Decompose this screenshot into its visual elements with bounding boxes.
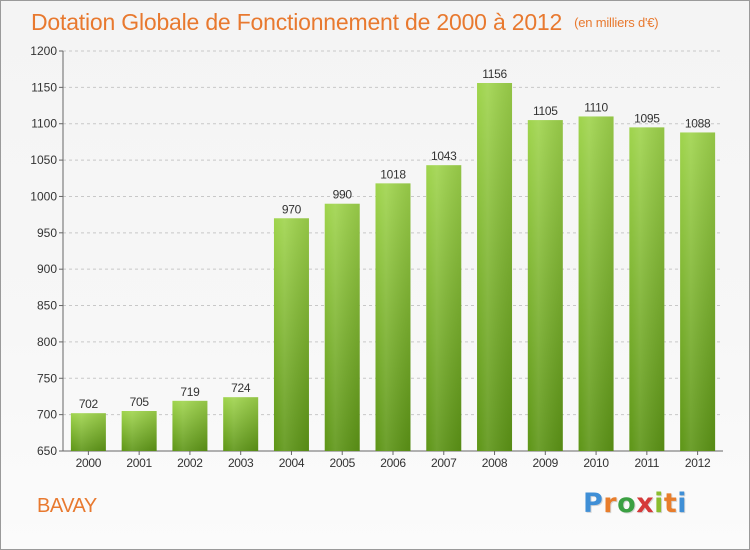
logo-letter: o [617,488,637,519]
x-tick-label: 2010 [583,456,609,470]
x-tick-label: 2011 [635,456,660,470]
logo-letter: r [603,488,618,519]
data-labels: 702 705 719 724 970 990 1018 1043 1156 1105 1110 10… [79,67,711,411]
x-tick-label: 2000 [76,456,102,470]
x-tick-label: 2007 [431,456,457,470]
x-tick-label: 2001 [126,456,152,470]
bar-shine [223,397,259,451]
bar-value-label: 1105 [533,104,558,118]
bar-shine [426,165,462,451]
bar-value-label: 1156 [482,67,507,81]
logo-letter: t [663,488,678,519]
y-tick-label: 1150 [31,80,57,94]
bar-shine [324,203,360,451]
y-tick-label: 800 [37,335,57,349]
bar-value-label: 702 [79,397,99,411]
bar-value-label: 719 [180,385,200,399]
bar-value-label: 1018 [380,167,406,181]
commune-name: BAVAY [37,495,97,517]
y-tick-label: 900 [37,262,57,276]
bar-shine [121,411,157,451]
bar-value-label: 1095 [634,111,660,125]
x-tick-label: 2003 [228,456,254,470]
proxiti-logo: Proxiti [583,488,687,519]
x-tick-label: 2009 [533,456,559,470]
y-tick-label: 700 [37,408,57,422]
bar-shine [527,120,563,451]
bar-value-label: 1043 [431,149,457,163]
bar-value-label: 1088 [685,116,711,130]
chart-title: Dotation Globale de Fonctionnement de 20… [31,9,659,36]
bar-value-label: 1110 [584,100,608,114]
x-tick-label: 2005 [329,456,355,470]
bar-value-label: 990 [333,188,353,202]
chart-title-text: Dotation Globale de Fonctionnement de 20… [31,9,563,35]
bar-value-label: 724 [231,381,251,395]
y-tick-label: 1000 [30,189,57,203]
x-tick-label: 2004 [279,456,305,470]
y-tick-label: 1200 [30,44,57,58]
bar-shine [680,132,716,452]
bar-shine [578,116,614,452]
x-tick-label: 2008 [482,456,508,470]
bar-shine [375,183,411,451]
bars [70,83,716,452]
logo-letter: i [654,488,664,519]
x-tick-label: 2006 [380,456,406,470]
logo-letter: P [583,488,604,519]
y-tick-label: 750 [37,371,57,385]
x-tick-label: 2012 [685,456,711,470]
bar-shine [172,400,208,451]
chart-unit-note: (en milliers d'€) [574,15,659,30]
y-tick-label: 650 [37,444,57,458]
y-tick-label: 850 [37,299,57,313]
y-tick-label: 950 [37,226,57,240]
bar-value-label: 970 [282,202,302,216]
logo-letter: x [636,488,655,519]
y-tick-label: 1050 [30,153,57,167]
logo-letter: i [677,488,688,519]
bar-shine [273,218,309,451]
y-tick-label: 1100 [31,117,57,131]
bar-shine [70,413,106,451]
bar-shine [629,127,665,451]
bar-value-label: 705 [130,395,150,409]
x-tick-label: 2002 [177,456,203,470]
tick-labels: 650 700 750 800 850 900 950 1000 1050 1100 1150 120… [30,44,711,470]
bar-shine [477,83,513,451]
